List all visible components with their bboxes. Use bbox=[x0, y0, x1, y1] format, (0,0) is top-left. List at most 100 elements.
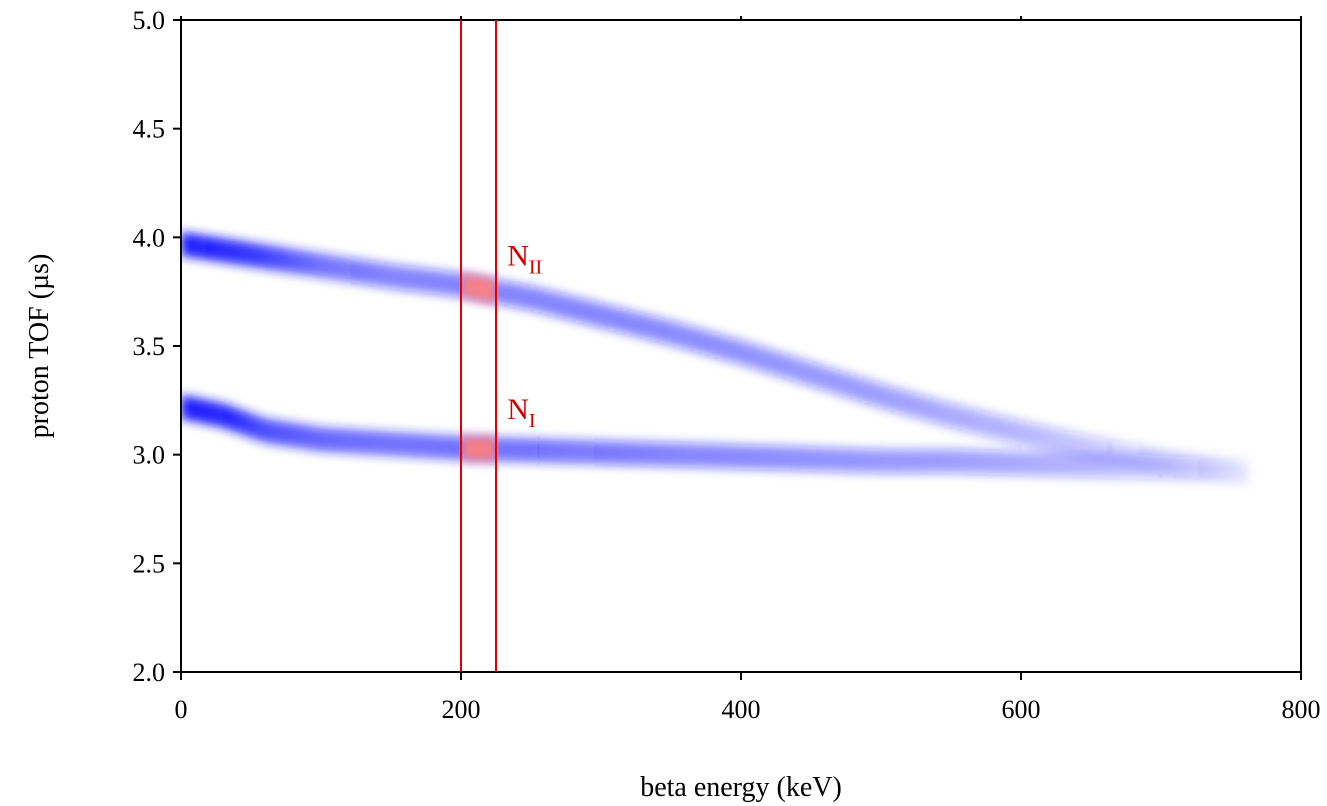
band-2-segment bbox=[1063, 452, 1073, 477]
band-annotation: NII bbox=[507, 240, 542, 279]
band-2-segment bbox=[1029, 451, 1039, 476]
band-1-segment bbox=[743, 342, 753, 367]
band-1-segment bbox=[903, 391, 913, 416]
band-2-segment bbox=[1231, 459, 1241, 484]
band-2-segment bbox=[911, 449, 921, 474]
band-2-segment bbox=[239, 411, 249, 436]
band-1-segment bbox=[668, 321, 678, 346]
band-1-segment bbox=[1012, 419, 1022, 444]
band-2-segment bbox=[181, 395, 191, 420]
band-2-segment bbox=[995, 450, 1005, 475]
band-2-segment bbox=[1088, 453, 1098, 478]
band-2-segment bbox=[710, 444, 720, 468]
band-2-segment bbox=[1079, 453, 1089, 478]
band-1-segment bbox=[811, 363, 821, 388]
x-tick-label: 0 bbox=[175, 695, 188, 724]
band-2-segment bbox=[223, 405, 233, 430]
axis-ticks: 0 200 400 600 800 2.0 2.5 3.0 3.5 4.0 4.5 5.0 bbox=[133, 6, 1321, 724]
band-1-segment bbox=[500, 281, 510, 306]
band-2-segment bbox=[399, 432, 409, 457]
band-1-segment bbox=[1046, 427, 1056, 452]
band-2-segment bbox=[685, 443, 695, 468]
band-1-segment bbox=[701, 330, 711, 355]
band-1-segment bbox=[685, 326, 695, 350]
band-2-segment bbox=[878, 449, 888, 474]
x-tick-label: 200 bbox=[442, 695, 481, 724]
band-1-segment bbox=[987, 413, 997, 438]
band-annotations: NII NI bbox=[507, 240, 542, 433]
band-2-segment bbox=[743, 445, 753, 470]
band-1-segment bbox=[248, 242, 258, 267]
band-1-segment bbox=[953, 405, 963, 430]
y-tick-label: 5.0 bbox=[133, 6, 166, 35]
band-1-segment bbox=[559, 294, 569, 319]
band-2-segment bbox=[802, 446, 812, 471]
band-1-segment bbox=[1088, 436, 1098, 461]
band-2-segment bbox=[323, 427, 333, 452]
band-2-segment bbox=[945, 449, 955, 474]
band-2-segment bbox=[1054, 452, 1064, 477]
band-1-segment bbox=[1113, 441, 1123, 466]
x-tick-label: 400 bbox=[722, 695, 761, 724]
band-1-segment bbox=[643, 315, 653, 340]
band-2-segment bbox=[189, 397, 199, 422]
band-1-segment bbox=[357, 259, 367, 284]
band-1-segment bbox=[710, 333, 720, 358]
band-2-segment bbox=[853, 448, 863, 473]
band-1-segment bbox=[214, 237, 224, 262]
band-1-segment bbox=[542, 290, 552, 314]
band-2-segment bbox=[298, 424, 308, 449]
band-2-segment bbox=[1222, 459, 1232, 484]
band-1-segment bbox=[1079, 434, 1089, 459]
band-2-segment bbox=[1147, 455, 1157, 480]
band-2-segment bbox=[332, 428, 342, 453]
y-tick-label: 4.0 bbox=[133, 223, 166, 252]
band-1-segment bbox=[844, 374, 854, 398]
band-2-segment bbox=[1239, 460, 1249, 484]
band-2-segment bbox=[987, 450, 997, 475]
band-1-segment bbox=[819, 366, 829, 391]
band-2-segment bbox=[357, 430, 367, 454]
band-2-segment bbox=[315, 427, 325, 452]
band-2-segment bbox=[920, 449, 930, 474]
band-1-segment bbox=[752, 345, 762, 370]
energy-cut-lines bbox=[460, 20, 497, 672]
band-2-segment bbox=[970, 449, 980, 474]
band-2-segment bbox=[433, 434, 443, 459]
band-1-segment bbox=[802, 360, 812, 385]
band-2-segment bbox=[365, 430, 375, 455]
band-2-segment bbox=[281, 422, 291, 446]
band-2-segment bbox=[290, 423, 300, 448]
band-1-segment bbox=[391, 265, 401, 289]
band-2-segment bbox=[441, 435, 451, 460]
band-2-segment bbox=[928, 449, 938, 474]
band-1-segment bbox=[970, 409, 980, 434]
band-1-segment bbox=[651, 317, 661, 342]
band-1-segment bbox=[869, 381, 879, 406]
band-2-segment bbox=[777, 446, 787, 471]
band-1-segment bbox=[584, 300, 594, 325]
band-1-segment bbox=[911, 393, 921, 418]
x-axis-label: beta energy (keV) bbox=[640, 772, 842, 803]
band-1-segment bbox=[617, 308, 627, 333]
band-2-segment bbox=[1180, 456, 1190, 481]
y-tick-label: 2.0 bbox=[133, 658, 166, 687]
band-1-segment bbox=[307, 252, 317, 277]
band-2-segment bbox=[727, 444, 737, 469]
band-2-segment bbox=[231, 408, 241, 433]
band-2-selected bbox=[461, 436, 469, 461]
band-1-segment bbox=[1037, 425, 1047, 450]
band-1-segment bbox=[827, 368, 837, 393]
band-2-segment bbox=[374, 431, 384, 455]
band-2-segment bbox=[567, 439, 577, 464]
band-2-segment bbox=[953, 449, 963, 474]
band-1-segment bbox=[197, 235, 207, 260]
band-2-segment bbox=[1138, 455, 1148, 480]
band-1-segment bbox=[290, 249, 300, 274]
band-1-segment bbox=[416, 268, 426, 293]
band-1-segment bbox=[769, 350, 779, 375]
band-2-segment bbox=[617, 441, 627, 466]
band-2-segment bbox=[794, 446, 804, 471]
band-2-segment bbox=[626, 441, 636, 466]
band-2-segment bbox=[525, 438, 535, 463]
